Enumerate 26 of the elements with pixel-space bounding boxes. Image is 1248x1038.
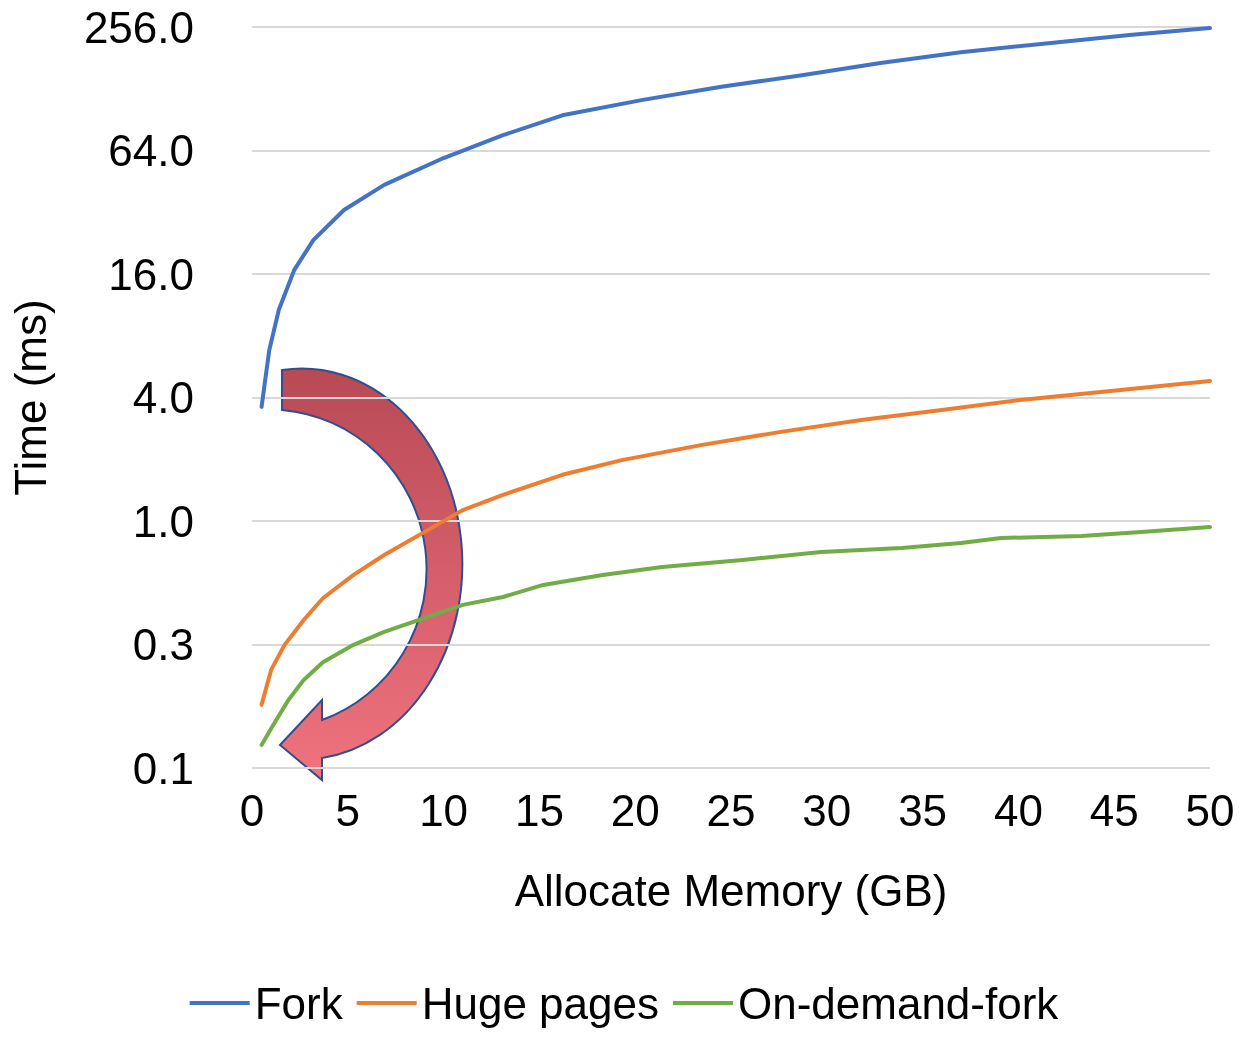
y-tick-label: 1.0	[132, 496, 194, 546]
x-tick-label: 45	[1089, 785, 1139, 835]
line-series	[259, 26, 1212, 409]
line-series	[259, 525, 1212, 747]
line-series	[259, 378, 1212, 707]
y-tick-label: 0.1	[132, 743, 194, 793]
x-tick-label: 40	[993, 785, 1043, 835]
x-tick-label: 25	[706, 785, 756, 835]
y-tick-label: 16.0	[108, 249, 194, 299]
x-tick-label: 10	[419, 785, 469, 835]
legend-label: On-demand-fork	[737, 978, 1060, 1028]
y-tick-label: 64.0	[108, 126, 194, 175]
x-tick-label: 20	[610, 785, 660, 835]
y-tick-label: 4.0	[132, 373, 194, 422]
x-tick-label: 35	[898, 785, 948, 835]
x-tick-label: 15	[514, 785, 564, 835]
legend-label: Huge pages	[421, 978, 659, 1028]
x-tick-label: 0	[239, 785, 265, 835]
x-tick-label: 5	[335, 785, 361, 835]
y-tick-label: 0.3	[132, 620, 194, 669]
y-tick-label: 256.0	[83, 2, 194, 52]
x-tick-label: 50	[1185, 785, 1235, 835]
x-tick-label: 30	[802, 785, 852, 835]
legend-label: Fork	[254, 978, 344, 1028]
y-axis-title: Time (ms)	[5, 299, 55, 496]
x-axis-title: Allocate Memory (GB)	[514, 865, 948, 915]
